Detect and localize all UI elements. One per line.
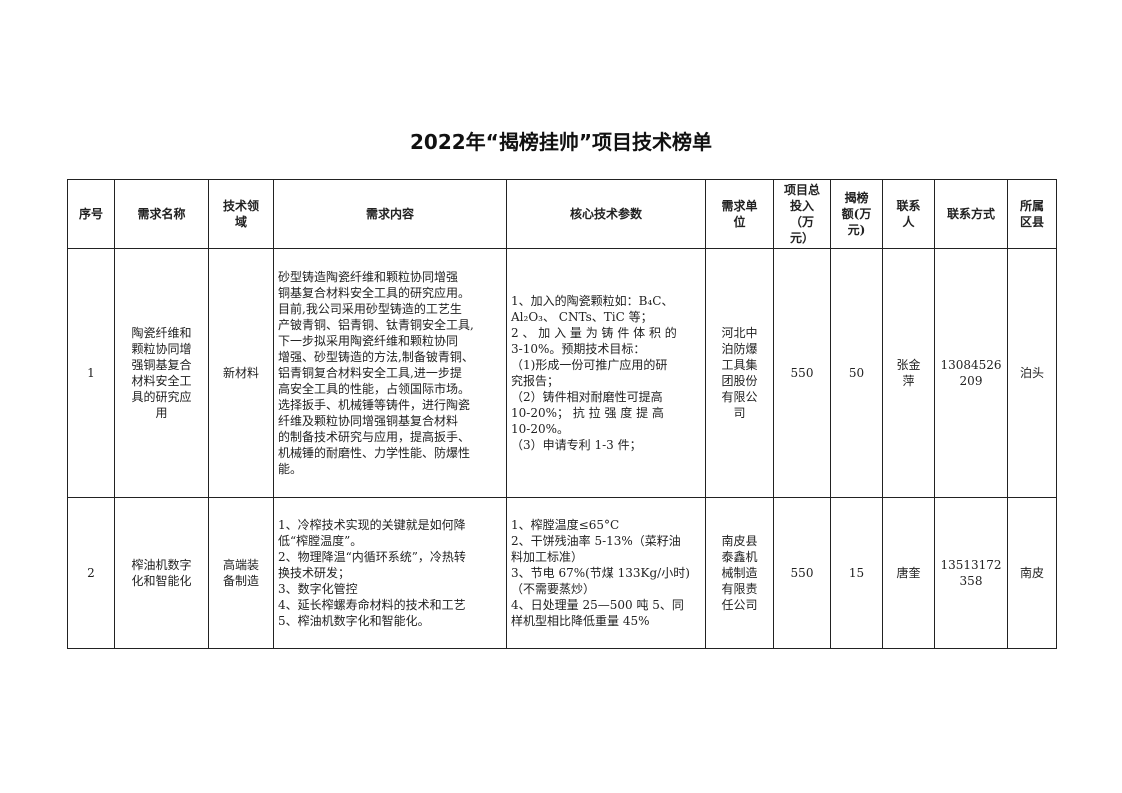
header-county: 所属 区县 (1007, 179, 1057, 249)
header-unit: 需求单 位 (705, 179, 774, 249)
cell-investment: 550 (773, 248, 831, 498)
header-phone: 联系方式 (934, 179, 1008, 249)
cell-field: 新材料 (208, 248, 274, 498)
cell-params: 1、加入的陶瓷颗粒如：B₄C、 Al₂O₃、 CNTs、TiC 等； 2 、 加… (506, 248, 706, 498)
cell-content: 1、冷榨技术实现的关键就是如何降 低“榨膛温度”。 2、物理降温“内循环系统”，… (273, 497, 507, 649)
cell-no: 2 (67, 497, 115, 649)
cell-field: 高端装 备制造 (208, 497, 274, 649)
cell-phone: 13084526 209 (934, 248, 1008, 498)
cell-unit: 南皮县 泰鑫机 械制造 有限责 任公司 (705, 497, 774, 649)
table-row: 2 榨油机数字 化和智能化 高端装 备制造 1、冷榨技术实现的关键就是如何降 低… (67, 497, 1057, 649)
table-row: 1 陶瓷纤维和 颗粒协同增 强铜基复合 材料安全工 具的研究应 用 新材料 砂型… (67, 248, 1057, 498)
header-contact: 联系 人 (882, 179, 935, 249)
cell-contact: 唐奎 (882, 497, 935, 649)
cell-no: 1 (67, 248, 115, 498)
cell-content: 砂型铸造陶瓷纤维和颗粒协同增强 铜基复合材料安全工具的研究应用。 目前,我公司采… (273, 248, 507, 498)
cell-name: 榨油机数字 化和智能化 (114, 497, 209, 649)
cell-params: 1、榨膛温度≤65°C 2、干饼残油率 5-13%（菜籽油 料加工标准） 3、节… (506, 497, 706, 649)
header-no: 序号 (67, 179, 115, 249)
header-field: 技术领 域 (208, 179, 274, 249)
project-table: 序号 需求名称 技术领 域 需求内容 核心技术参数 需求单 位 项目总 投入 （… (67, 179, 1057, 649)
cell-award: 50 (830, 248, 883, 498)
table-header-row: 序号 需求名称 技术领 域 需求内容 核心技术参数 需求单 位 项目总 投入 （… (67, 179, 1057, 249)
cell-name: 陶瓷纤维和 颗粒协同增 强铜基复合 材料安全工 具的研究应 用 (114, 248, 209, 498)
header-params: 核心技术参数 (506, 179, 706, 249)
cell-award: 15 (830, 497, 883, 649)
header-award: 揭榜 额(万 元) (830, 179, 883, 249)
cell-county: 南皮 (1007, 497, 1057, 649)
header-name: 需求名称 (114, 179, 209, 249)
header-investment: 项目总 投入 （万 元） (773, 179, 831, 249)
cell-contact: 张金 萍 (882, 248, 935, 498)
cell-unit: 河北中 泊防爆 工具集 团股份 有限公 司 (705, 248, 774, 498)
cell-county: 泊头 (1007, 248, 1057, 498)
header-content: 需求内容 (273, 179, 507, 249)
cell-phone: 13513172 358 (934, 497, 1008, 649)
cell-investment: 550 (773, 497, 831, 649)
page-title: 2022年“揭榜挂帅”项目技术榜单 (410, 130, 712, 154)
